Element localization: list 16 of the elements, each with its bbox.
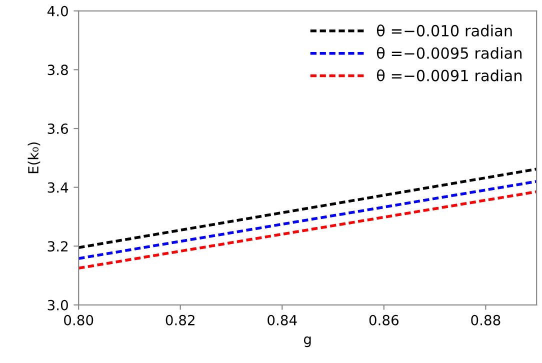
x-tick-label: 0.88 xyxy=(471,314,500,326)
x-axis-title: g xyxy=(304,336,311,348)
y-tick-label: 3.0 xyxy=(48,300,68,310)
y-tick-label: 3.2 xyxy=(48,241,68,252)
x-tick-label: 0.86 xyxy=(369,314,399,326)
x-tick-label: 0.82 xyxy=(166,314,194,326)
y-tick-label: 3.6 xyxy=(48,123,68,134)
legend-label: θ =−0.0091 radian xyxy=(376,69,522,82)
y-tick-label: 4.0 xyxy=(47,6,68,16)
legend-label: θ =−0.0095 radian xyxy=(376,46,522,59)
y-axis-title: E(k₀) xyxy=(28,142,40,174)
x-tick-label: 0.80 xyxy=(64,314,94,326)
y-tick-label: 3.4 xyxy=(48,182,68,193)
y-tick-label: 3.8 xyxy=(48,64,68,76)
x-tick-label: 0.84 xyxy=(268,314,297,326)
legend-label: θ =−0.010 radian xyxy=(376,24,512,36)
